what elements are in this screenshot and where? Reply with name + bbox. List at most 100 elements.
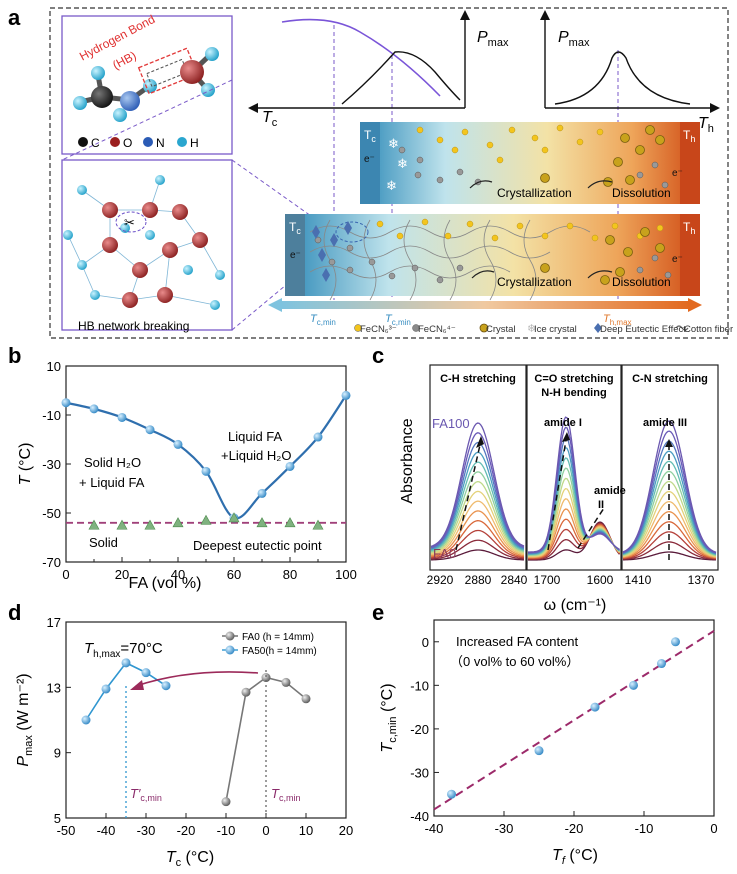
fecn4-dot (636, 266, 644, 274)
panel-c-box-3 (621, 364, 719, 571)
panel-b-ticks: 0 20 40 60 80 100 -70 -50 -30 -10 10 (42, 359, 357, 582)
fecn3-dot (416, 126, 424, 134)
b-liquidus-point (285, 461, 295, 471)
panel-c-title-2: C=O stretching (534, 373, 613, 385)
fecn4-dot (346, 244, 354, 252)
panel-b-triangles (88, 512, 324, 530)
d-ytick-label: 13 (47, 680, 61, 695)
panel-c-box-1 (429, 364, 527, 571)
fecn4-dot (436, 176, 444, 184)
c-spectrum-curve (430, 490, 525, 555)
e-xtick-label: -20 (565, 821, 584, 836)
c-arrow-1 (476, 436, 484, 448)
fecn4-dot (636, 171, 644, 179)
lower-hot-electrode (680, 214, 700, 296)
c-spectrum-curve (622, 521, 717, 559)
d-point-FA50 (81, 715, 91, 725)
annot-solid-h2o: Solid H₂O (84, 455, 141, 470)
c-spectrum-curve (430, 432, 525, 548)
molecule-box (61, 15, 233, 155)
b-eutectic-point (116, 519, 128, 530)
panel-e-xlabel: Tf (°C) (552, 847, 598, 867)
fecn3-dot (396, 232, 404, 240)
lower-dissolution: Dissolution (612, 275, 671, 289)
d-point-FA50 (141, 668, 151, 678)
panel-a-label: a (8, 5, 21, 30)
b-ytick-label: -10 (42, 408, 61, 423)
panel-c-xlabel: ω (cm⁻¹) (544, 597, 607, 614)
fecn4-dot (664, 271, 672, 279)
panel-c-title-1: C-H stretching (440, 373, 516, 385)
scissors-icon: ✂ (124, 215, 135, 230)
wave-icon (675, 325, 689, 331)
fecn4-dot (414, 171, 422, 179)
e-annotation-1: Increased FA content (456, 634, 579, 649)
panel-c-curves (430, 416, 717, 561)
upper-dissolution: Dissolution (612, 186, 671, 200)
c-tick-2880: 2880 (465, 573, 492, 587)
d-point-FA0 (301, 694, 311, 704)
panel-d-frame (65, 621, 347, 819)
fecn4-dot (651, 254, 659, 262)
lower-electron-right: e⁻ (672, 254, 683, 265)
b-eutectic-point (88, 519, 100, 530)
c-spectrum-curve (430, 500, 525, 556)
b-liquidus-point (341, 390, 351, 400)
amide-ii-label-1: amide (594, 485, 626, 497)
legend-label: Deep Eutectic Effect (600, 324, 686, 335)
atom-legend-o: O (123, 136, 132, 150)
th-axis-label: Th (698, 115, 714, 135)
crystal-dot (615, 267, 625, 277)
c-spectrum-curve (622, 500, 717, 558)
c-arrow-2 (562, 432, 570, 442)
e-ytick-label: -20 (410, 722, 429, 737)
lower-cell: Tc Th e⁻ e⁻ Crystallization Dissolution (285, 214, 700, 301)
upper-crystallization: Crystallization (497, 186, 572, 200)
e-xtick-label: -10 (635, 821, 654, 836)
panel-d-ticks: -50 -40 -30 -20 -10 0 10 20 5 9 13 17 (47, 615, 354, 838)
b-ytick-label: 10 (47, 359, 61, 374)
atom-legend-o-dot (110, 137, 120, 147)
fecn4-dot (436, 276, 444, 284)
annot-solid: Solid (89, 535, 118, 550)
fecn3-dot (516, 222, 524, 230)
d-point-FA0 (241, 687, 251, 697)
d-shift-arrow (135, 671, 259, 687)
crystal-dot (645, 125, 655, 135)
lower-electron-left: e⁻ (290, 250, 301, 261)
pmax-label-right: Pmax (558, 29, 590, 49)
e-data-point (534, 746, 544, 756)
legend-marker (354, 324, 362, 332)
upper-cold-electrode (360, 122, 380, 204)
panel-e-label: e (372, 600, 384, 625)
c-spectrum-curve (527, 416, 620, 553)
tcmin-label-b: Tc,min (385, 313, 411, 327)
temperature-arrow: Tc,min Tc,min Th,max (268, 298, 702, 327)
c-tick-1700: 1700 (534, 573, 561, 587)
fecn3-dot (466, 220, 474, 228)
fecn3-dot (531, 134, 539, 142)
fecn3-dot (486, 141, 494, 149)
crystal-dot (620, 133, 630, 143)
amide-ii-label-2: II (598, 499, 604, 511)
e-ytick-label: -10 (410, 678, 429, 693)
hb-breaking-label: HB network breaking (78, 319, 189, 333)
annot-liquid-fa-2: + Liquid FA (79, 475, 145, 490)
panel-a-frame (49, 7, 729, 339)
d-legend-fa0: FA0 (h = 14mm) (242, 632, 314, 643)
panel-d-series (81, 658, 311, 807)
fecn4-dot (328, 258, 336, 266)
panel-a: a Hydrogen Bond (HB) C (8, 5, 733, 339)
c-tick-1410: 1410 (625, 573, 652, 587)
lower-ion-dots (312, 218, 672, 285)
d-xtick-label: 20 (339, 823, 353, 838)
eutectic-circle (335, 221, 369, 243)
b-ytick-label: -70 (42, 555, 61, 570)
d-ytick-label: 5 (54, 811, 61, 826)
b-ytick-label: -30 (42, 457, 61, 472)
fecn3-dot (376, 220, 384, 228)
d-xtick-label: -40 (97, 823, 116, 838)
fecn4-dot (651, 161, 659, 169)
b-liquidus-point (173, 439, 183, 449)
